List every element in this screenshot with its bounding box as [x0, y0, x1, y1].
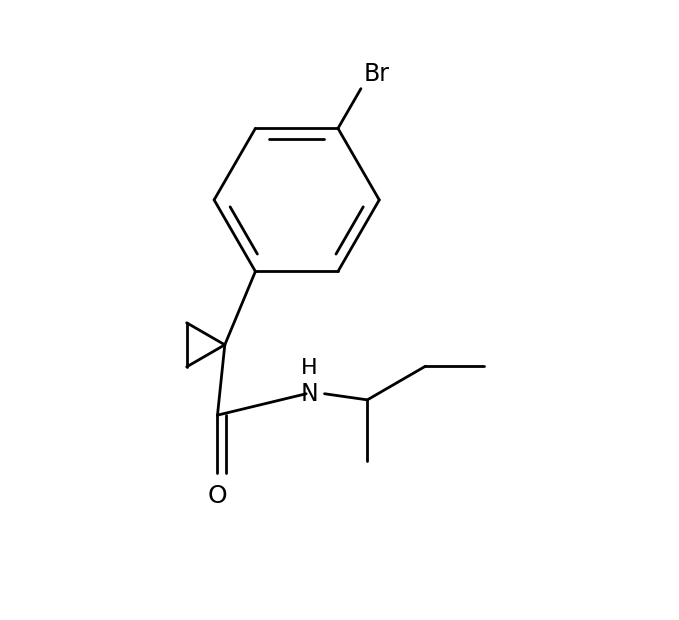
Text: O: O	[208, 484, 227, 508]
Text: N: N	[300, 382, 318, 405]
Text: H: H	[301, 358, 318, 378]
Text: Br: Br	[364, 61, 390, 86]
